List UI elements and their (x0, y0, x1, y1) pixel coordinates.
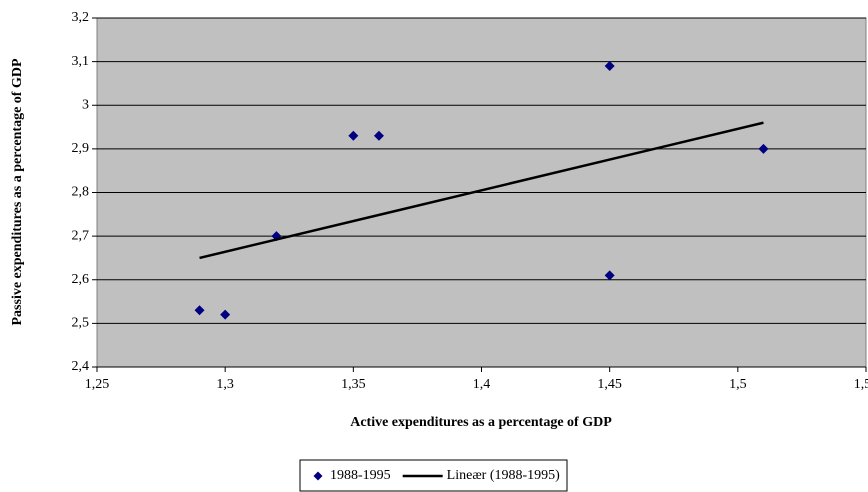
y-tick-label: 2,8 (72, 185, 90, 200)
scatter-point (348, 130, 359, 141)
scatter-point (220, 309, 231, 320)
scatter-point (373, 130, 384, 141)
x-tick-label: 1,25 (85, 377, 110, 392)
y-tick-label: 3 (82, 97, 89, 112)
legend-label: Lineær (1988-1995) (447, 468, 560, 483)
x-axis-title: Active expenditures as a percentage of G… (350, 415, 612, 430)
scatter-point (194, 305, 205, 316)
scatter-point (604, 270, 615, 281)
x-tick-label: 1,55 (854, 377, 868, 392)
y-tick-label: 3,1 (72, 54, 90, 69)
y-tick-label: 3,2 (72, 10, 90, 25)
trend-line (199, 121, 764, 260)
y-axis-title: Passive expenditures as a percentage of … (10, 58, 25, 325)
x-tick-label: 1,45 (597, 377, 622, 392)
y-tick-label: 2,6 (72, 272, 90, 287)
x-tick-label: 1,5 (729, 377, 747, 392)
y-tick-label: 2,7 (72, 228, 90, 243)
y-tick-label: 2,4 (72, 359, 90, 374)
y-axis-title-group: Passive expenditures as a percentage of … (10, 58, 25, 325)
legend-marker (313, 471, 323, 481)
x-tick-label: 1,3 (216, 377, 234, 392)
x-tick-label: 1,4 (473, 377, 491, 392)
y-tick-label: 2,9 (72, 141, 90, 156)
x-tick-label: 1,35 (341, 377, 366, 392)
scatter-point (758, 143, 769, 154)
legend-label: 1988-1995 (330, 468, 391, 483)
scatter-point (604, 60, 615, 71)
y-tick-label: 2,5 (72, 316, 90, 331)
